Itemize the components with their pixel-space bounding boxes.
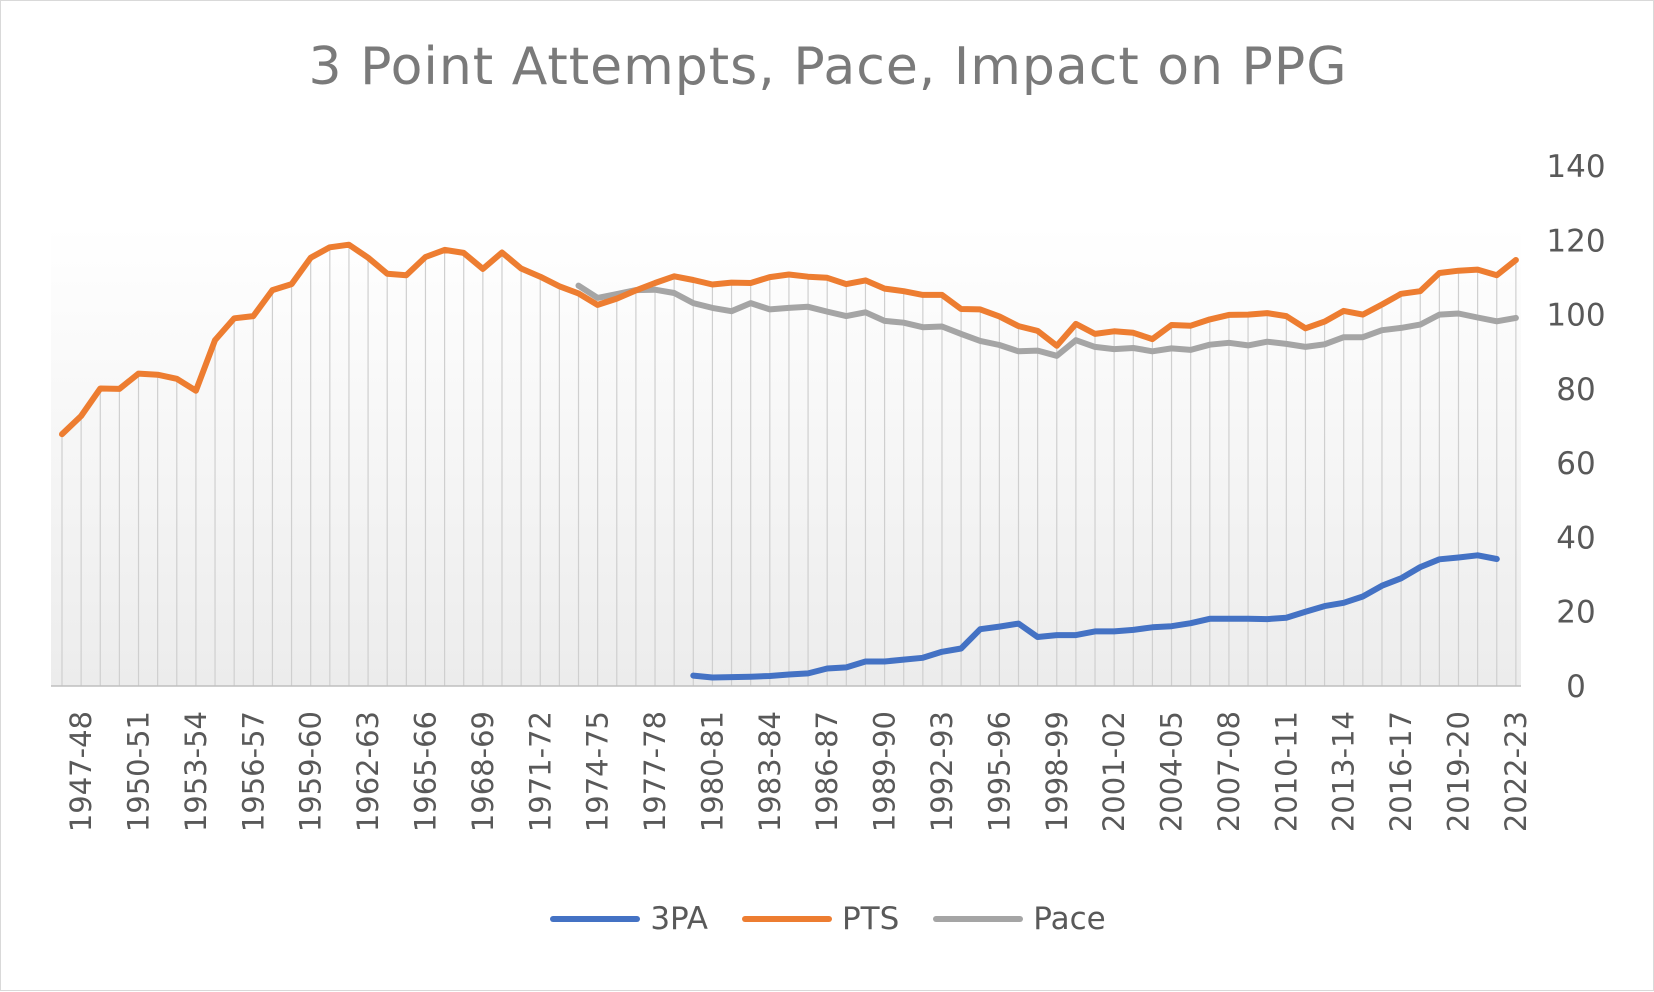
x-tick-label: 2010-11 [1269, 711, 1303, 832]
y-tick-label: 100 [1546, 298, 1605, 334]
vertical-gridlines [61, 244, 1517, 686]
x-tick-label: 1998-99 [1040, 711, 1074, 832]
x-tick-label: 2007-08 [1212, 711, 1246, 832]
x-tick-label: 2013-14 [1327, 711, 1361, 832]
x-tick-label: 2016-17 [1384, 711, 1418, 832]
plot-area [51, 226, 1521, 686]
y-tick-label: 60 [1556, 446, 1595, 482]
x-tick-label: 1989-90 [868, 711, 902, 832]
legend-label: PTS [841, 901, 900, 937]
x-tick-label: 2022-23 [1499, 711, 1533, 832]
x-tick-label: 1968-69 [466, 711, 500, 832]
x-tick-label: 1971-72 [523, 711, 557, 832]
x-tick-label: 1983-84 [753, 711, 787, 832]
x-tick-label: 1980-81 [695, 711, 729, 832]
legend-swatch [741, 916, 832, 922]
y-tick-label: 0 [1566, 669, 1586, 705]
legend-entry-pts: PTS [741, 901, 900, 937]
y-axis: 0 20 40 60 80 100 120 140 [1546, 149, 1605, 705]
x-axis: 1947-48 1950-51 1953-54 1956-57 1959-60 1962-… [64, 711, 1533, 832]
y-tick-label: 80 [1556, 372, 1595, 408]
x-tick-label: 1953-54 [179, 711, 213, 832]
legend: 3PA PTS Pace [1, 901, 1654, 937]
legend-entry-pace: Pace [933, 901, 1106, 937]
x-tick-label: 1965-66 [408, 711, 442, 832]
legend-label: 3PA [650, 901, 708, 937]
y-tick-label: 40 [1556, 520, 1595, 556]
chart-title: 3 Point Attempts, Pace, Impact on PPG [308, 37, 1348, 97]
series-lines [59, 241, 1519, 681]
legend-label: Pace [1033, 901, 1106, 937]
x-tick-label: 1962-63 [351, 711, 385, 832]
x-tick-label: 1950-51 [122, 711, 156, 832]
x-tick-label: 1992-93 [925, 711, 959, 832]
x-tick-label: 2004-05 [1155, 711, 1189, 832]
y-tick-label: 120 [1546, 223, 1605, 259]
legend-entry-3pa: 3PA [550, 901, 708, 937]
x-tick-label: 2019-20 [1441, 711, 1475, 832]
series-line-pts [59, 241, 1519, 438]
x-tick-label: 1956-57 [236, 711, 270, 832]
x-tick-label: 1977-78 [638, 711, 672, 832]
x-tick-label: 1995-96 [982, 711, 1016, 832]
legend-swatch [550, 916, 641, 922]
legend-swatch [933, 916, 1024, 922]
x-tick-label: 1974-75 [581, 711, 615, 832]
y-tick-label: 20 [1556, 595, 1595, 631]
y-tick-label: 140 [1546, 149, 1605, 185]
series-line-3pa [690, 552, 1500, 681]
x-tick-label: 1986-87 [810, 711, 844, 832]
x-tick-label: 1959-60 [294, 711, 328, 832]
series-line-pace [575, 282, 1519, 359]
x-tick-label: 1947-48 [64, 711, 98, 832]
x-tick-label: 2001-02 [1097, 711, 1131, 832]
